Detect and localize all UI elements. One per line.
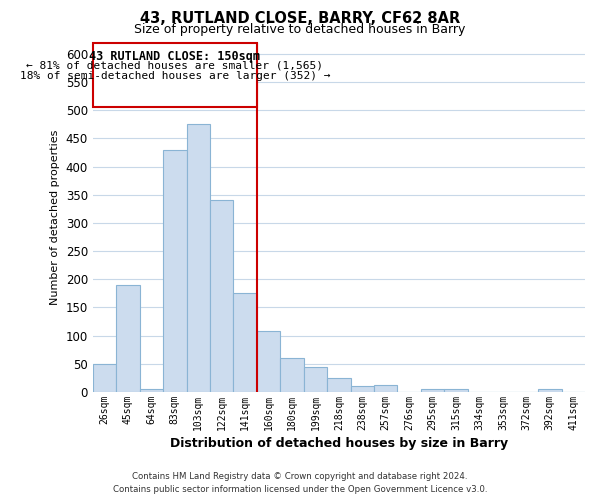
Bar (538, 389, 562, 392)
Bar (163, 150, 187, 392)
Text: ← 81% of detached houses are smaller (1,565): ← 81% of detached houses are smaller (1,… (26, 60, 323, 70)
Text: 18% of semi-detached houses are larger (352) →: 18% of semi-detached houses are larger (… (20, 72, 330, 82)
Bar (374, 386, 397, 392)
Bar (233, 294, 257, 392)
Bar (93, 364, 116, 392)
Bar (257, 331, 280, 392)
Text: 43 RUTLAND CLOSE: 150sqm: 43 RUTLAND CLOSE: 150sqm (89, 50, 260, 63)
Bar (304, 366, 327, 392)
Bar (187, 124, 210, 392)
Bar (140, 389, 163, 392)
Bar (445, 389, 468, 392)
Text: Size of property relative to detached houses in Barry: Size of property relative to detached ho… (134, 22, 466, 36)
Bar (350, 386, 374, 392)
Bar (421, 389, 445, 392)
Bar (280, 358, 304, 392)
Bar (210, 200, 233, 392)
Bar (116, 285, 140, 392)
FancyBboxPatch shape (93, 42, 257, 108)
Text: Contains HM Land Registry data © Crown copyright and database right 2024.
Contai: Contains HM Land Registry data © Crown c… (113, 472, 487, 494)
Text: 43, RUTLAND CLOSE, BARRY, CF62 8AR: 43, RUTLAND CLOSE, BARRY, CF62 8AR (140, 11, 460, 26)
X-axis label: Distribution of detached houses by size in Barry: Distribution of detached houses by size … (170, 437, 508, 450)
Y-axis label: Number of detached properties: Number of detached properties (50, 130, 60, 305)
Bar (327, 378, 350, 392)
